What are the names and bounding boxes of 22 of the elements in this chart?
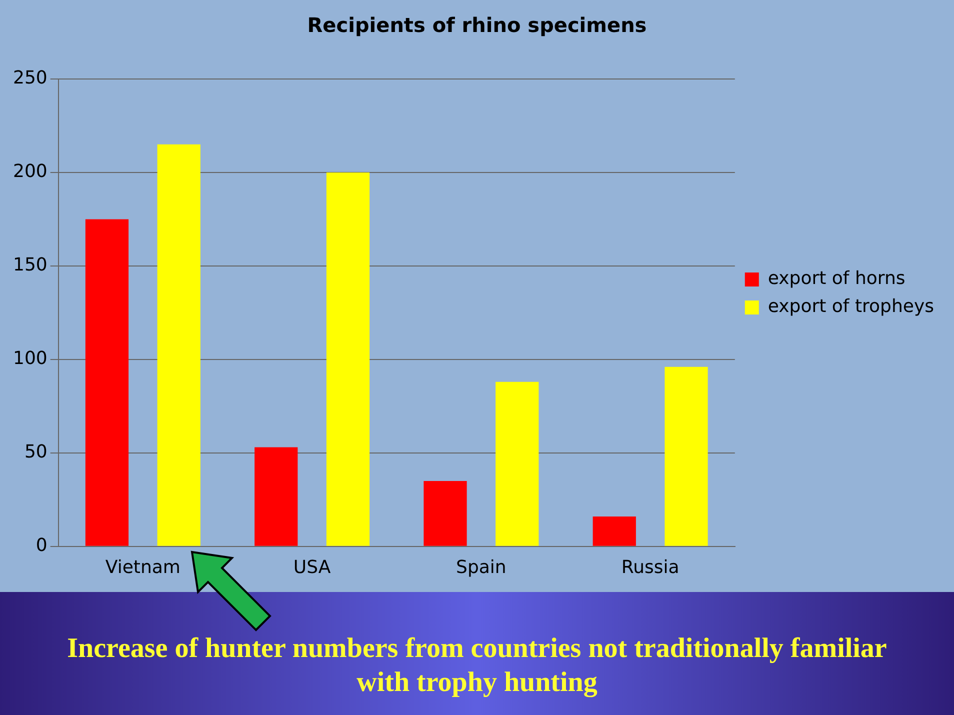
y-tick-label: 250 xyxy=(12,68,48,89)
y-tick-label: 150 xyxy=(12,254,48,276)
bar xyxy=(424,480,467,546)
legend-label: export of horns xyxy=(768,268,906,290)
bar xyxy=(254,447,298,546)
x-tick-label: Russia xyxy=(621,556,680,578)
y-tick-label: 50 xyxy=(24,442,48,463)
bar xyxy=(592,516,636,546)
text: Increase of hunter numbers from countries not traditionally familiar with trophy hunting xyxy=(0,592,954,715)
chart-title: Recipients of rhino specimens xyxy=(307,13,647,38)
bar xyxy=(496,382,539,546)
bar xyxy=(85,219,129,546)
legend-label: export of tropheys xyxy=(768,296,934,318)
bar xyxy=(157,144,200,546)
x-tick-label: Spain xyxy=(456,556,506,578)
x-tick-label: Vietnam xyxy=(105,556,180,578)
x-tick-label: USA xyxy=(293,556,332,578)
y-tick-label: 100 xyxy=(12,348,48,370)
y-tick-label: 0 xyxy=(36,535,48,556)
y-tick-label: 200 xyxy=(12,161,48,182)
bar xyxy=(664,366,708,546)
bar xyxy=(326,172,370,546)
